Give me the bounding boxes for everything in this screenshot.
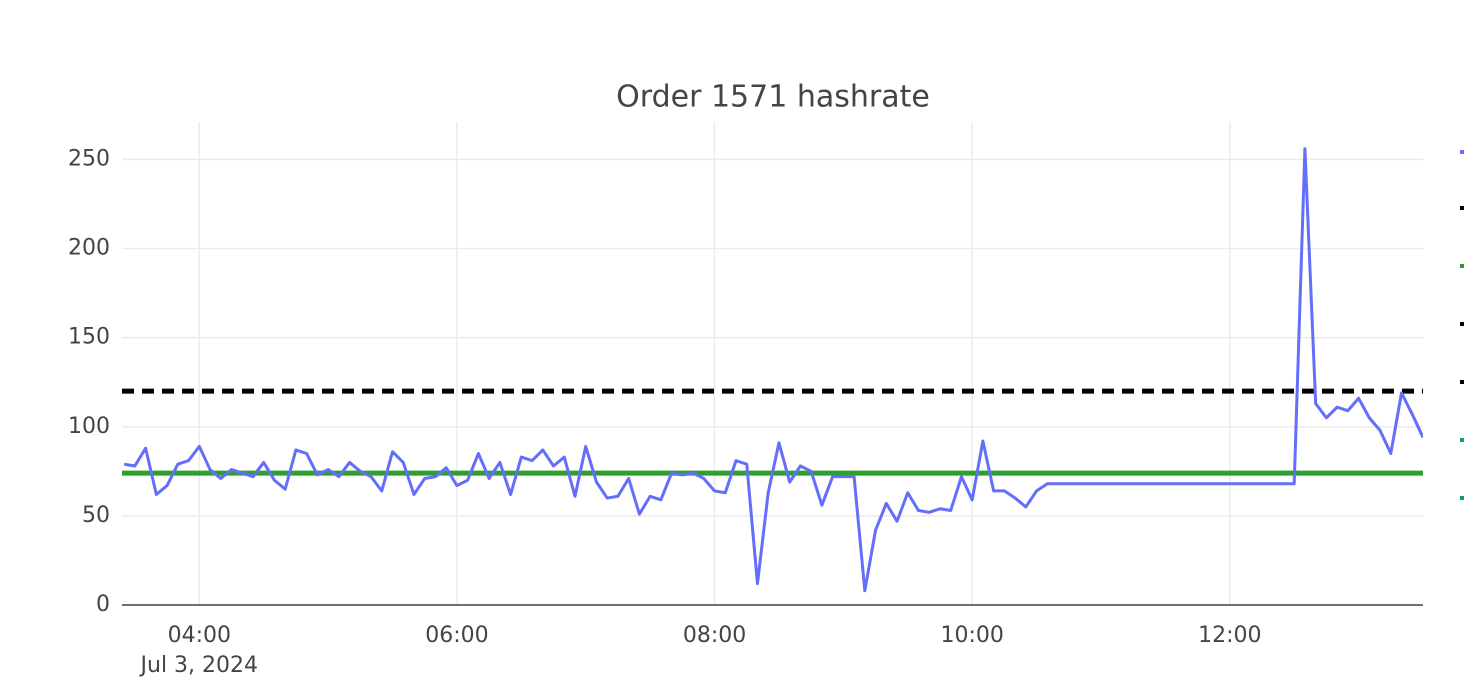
y-tick-label: 150 [68, 325, 110, 350]
x-tick-label: 06:00 [425, 623, 488, 648]
legend-swatch [1460, 496, 1464, 500]
legend [1460, 150, 1464, 500]
legend-swatch [1460, 438, 1464, 442]
y-tick-label: 250 [68, 146, 110, 171]
legend-swatch [1460, 322, 1464, 326]
chart-title: Order 1571 hashrate [616, 80, 930, 115]
x-tick-label: 10:00 [940, 623, 1003, 648]
data-line [123, 147, 1423, 593]
legend-swatch [1460, 150, 1464, 154]
y-tick-label: 50 [82, 503, 110, 528]
y-tick-label: 100 [68, 414, 110, 439]
legend-swatch [1460, 380, 1464, 384]
plot-area [122, 122, 1423, 606]
x-tick-label: 12:00 [1198, 623, 1261, 648]
legend-swatch [1460, 206, 1464, 210]
x-date-label: Jul 3, 2024 [139, 653, 259, 678]
legend-swatch [1460, 264, 1464, 268]
y-tick-label: 200 [68, 236, 110, 261]
x-tick-label: 04:00 [168, 623, 231, 648]
x-tick-label: 08:00 [683, 623, 746, 648]
y-tick-label: 0 [96, 592, 110, 617]
